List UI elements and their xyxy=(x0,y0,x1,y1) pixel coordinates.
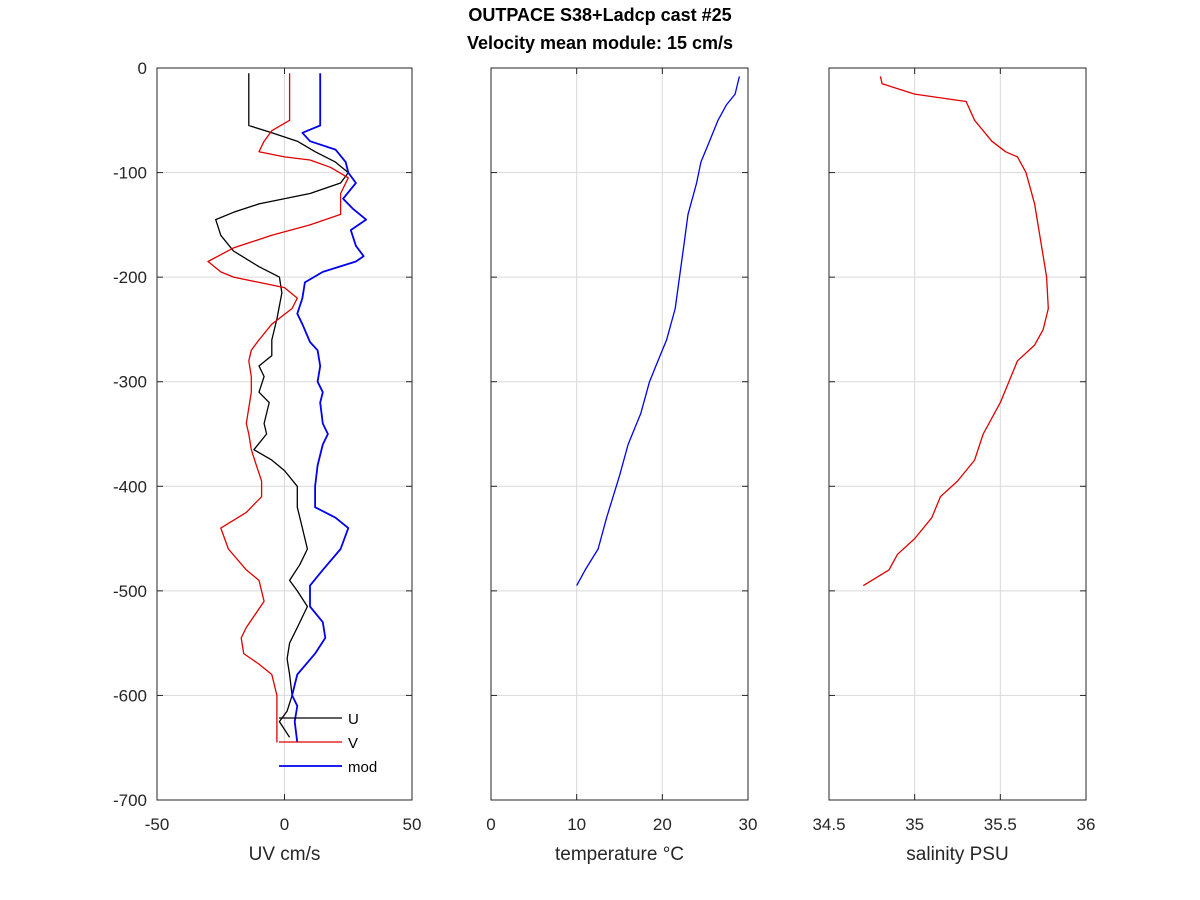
x-tick-label: 30 xyxy=(739,815,758,834)
series-line-salinity xyxy=(862,76,1049,587)
x-tick-label: 35 xyxy=(905,815,924,834)
x-axis-label: temperature °C xyxy=(555,844,684,865)
y-tick-label: 0 xyxy=(138,59,147,78)
series-line-mod xyxy=(291,73,368,743)
legend-label-v: V xyxy=(348,735,358,752)
x-tick-label: 0 xyxy=(280,815,289,834)
y-tick-label: -400 xyxy=(113,477,147,496)
y-tick-label: -100 xyxy=(113,164,147,183)
y-tick-label: -700 xyxy=(113,791,147,810)
series-line-u xyxy=(215,73,349,738)
x-tick-label: 10 xyxy=(567,815,586,834)
x-tick-label: 20 xyxy=(653,815,672,834)
y-tick-label: -300 xyxy=(113,373,147,392)
x-axis-label: UV cm/s xyxy=(249,844,321,865)
axes-box xyxy=(490,67,749,801)
x-tick-label: -50 xyxy=(145,815,170,834)
axes-box xyxy=(828,67,1087,801)
y-tick-label: -200 xyxy=(113,268,147,287)
axes-2: 0 10 20 30 temperature °C xyxy=(486,67,758,865)
axes-3: 34.5 35 35.5 36 salinity PSU xyxy=(812,67,1096,865)
series-line-v xyxy=(207,73,349,743)
legend-label-mod: mod xyxy=(348,759,377,776)
chart-title: OUTPACE S38+Ladcp cast #25 xyxy=(468,5,732,25)
y-tick-label: -600 xyxy=(113,686,147,705)
x-tick-label: 50 xyxy=(403,815,422,834)
x-tick-label: 36 xyxy=(1077,815,1096,834)
series-line-temperature xyxy=(576,76,741,586)
legend-label-u: U xyxy=(348,711,359,728)
x-tick-label: 0 xyxy=(486,815,495,834)
chart-subtitle: Velocity mean module: 15 cm/s xyxy=(466,33,734,53)
x-tick-label: 35.5 xyxy=(984,815,1017,834)
x-axis-label: salinity PSU xyxy=(906,844,1008,865)
y-tick-label: -500 xyxy=(113,582,147,601)
x-tick-label: 34.5 xyxy=(812,815,845,834)
